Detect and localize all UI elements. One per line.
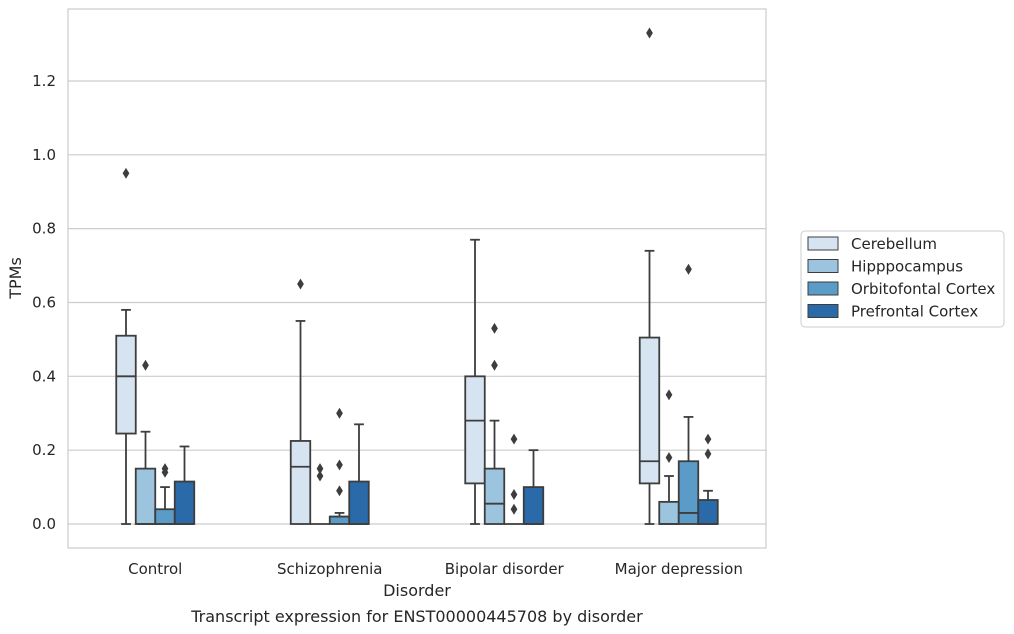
y-axis-ticks: 0.0 0.2 0.4 0.6 0.8 1.0 1.2 [32, 72, 56, 533]
y-tick-label: 1.2 [32, 72, 56, 90]
outlier-point [510, 489, 518, 500]
outlier-point [316, 470, 324, 482]
box-body [464, 375, 486, 485]
box-body [289, 440, 312, 525]
outlier-point [122, 167, 130, 179]
x-tick-label: Schizophrenia [277, 560, 382, 578]
outlier-point [510, 433, 518, 445]
legend-label: Hipppocampus [851, 258, 963, 276]
x-axis-label: Disorder [383, 581, 451, 600]
x-tick-label: Major depression [615, 560, 743, 578]
box-body [677, 460, 700, 525]
outlier-point [704, 433, 712, 445]
legend-label: Cerebellum [851, 235, 937, 253]
box-cerebellum [464, 238, 486, 525]
outlier-point [316, 463, 324, 475]
box-body [154, 508, 176, 525]
legend-label: Orbitofontal Cortex [851, 280, 995, 298]
outlier-point [142, 359, 149, 371]
legend-swatch [807, 236, 839, 251]
outlier-point [665, 389, 673, 401]
grid-lines [68, 80, 766, 525]
box-series [115, 27, 719, 525]
box-prefrontal-cortex [522, 449, 545, 525]
y-tick-label: 0.4 [32, 367, 56, 385]
box-orbitofontal-cortex [504, 433, 524, 525]
outlier-point [510, 503, 518, 515]
box-body [483, 467, 506, 525]
x-tick-label: Control [128, 560, 182, 578]
plot-area [67, 8, 767, 549]
box-hipppocampus [310, 463, 330, 525]
box-body [658, 500, 680, 525]
box-orbitofontal-cortex [154, 463, 176, 525]
legend: Cerebellum Hipppocampus Orbitofontal Corte… [800, 230, 1005, 328]
y-tick-label: 0.6 [32, 293, 56, 311]
box-cerebellum [115, 167, 137, 525]
outlier-point [336, 459, 343, 471]
box-orbitofontal-cortex [677, 263, 700, 525]
box-body [134, 467, 157, 525]
box-cerebellum [289, 278, 312, 525]
outlier-point [336, 407, 343, 419]
outlier-point [685, 263, 692, 275]
x-axis-ticks: Control Schizophrenia Bipolar disorder Majo… [128, 560, 743, 578]
box-body [697, 499, 719, 525]
legend-swatch [807, 304, 839, 318]
box-prefrontal-cortex [173, 445, 196, 525]
box-hipppocampus [658, 389, 680, 525]
box-prefrontal-cortex [348, 423, 370, 525]
box-cerebellum [638, 27, 661, 525]
outlier-point [491, 359, 498, 371]
legend-swatch [807, 281, 839, 296]
outlier-point [491, 322, 498, 334]
y-tick-label: 0.8 [32, 220, 56, 238]
box-hipppocampus [134, 359, 157, 525]
box-body [115, 334, 137, 435]
legend-label: Prefrontal Cortex [851, 303, 978, 321]
outlier-point [161, 466, 169, 478]
y-tick-label: 0.0 [32, 515, 56, 533]
chart-caption: Transcript expression for ENST0000044570… [190, 607, 643, 626]
box-body [638, 336, 661, 485]
outlier-point [646, 27, 653, 39]
outlier-point [665, 452, 673, 464]
outlier-point [336, 485, 343, 497]
legend-frame [800, 230, 1005, 328]
box-orbitofontal-cortex [328, 407, 351, 525]
box-hipppocampus [483, 322, 506, 525]
y-tick-label: 1.0 [32, 146, 56, 164]
outlier-point [297, 278, 304, 290]
box-body [348, 480, 370, 525]
y-axis-label: TPMs [6, 257, 25, 300]
box-body [328, 515, 351, 525]
box-body [522, 486, 545, 525]
outlier-point [704, 448, 712, 460]
y-tick-label: 0.2 [32, 441, 56, 459]
legend-swatch [807, 259, 839, 273]
x-tick-label: Bipolar disorder [445, 560, 565, 578]
box-body [173, 480, 196, 525]
box-prefrontal-cortex [697, 433, 719, 525]
